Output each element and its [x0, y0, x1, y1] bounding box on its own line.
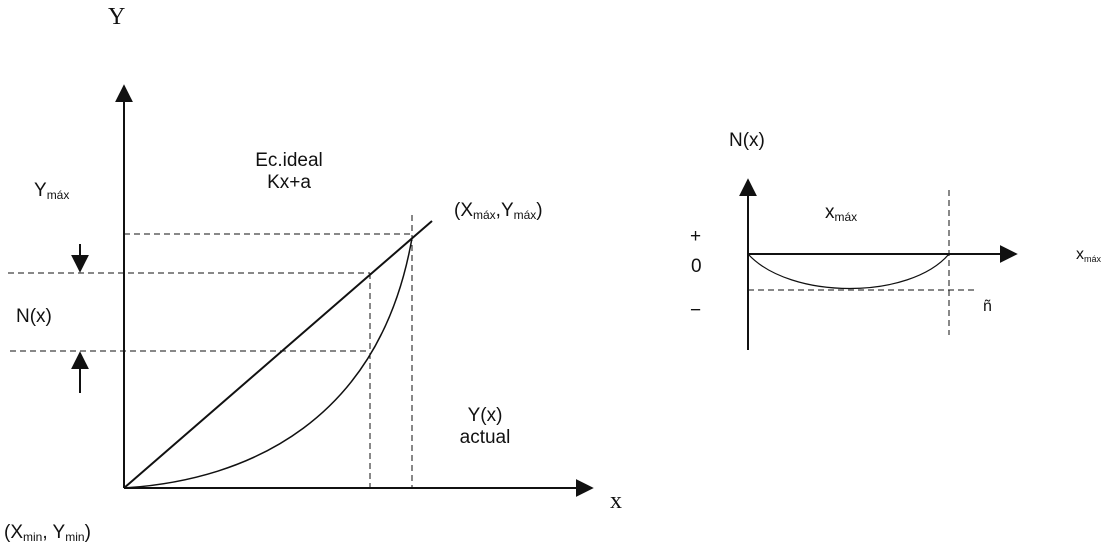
y-max-label: Ymáx [34, 180, 70, 202]
zero-label: 0 [691, 256, 702, 277]
actual-curve-label: Y(x) actual [446, 405, 524, 449]
ideal-equation-line-2: Kx+a [267, 171, 311, 193]
left-guide-lines [8, 215, 413, 488]
n-hat-label: ñ [983, 298, 992, 315]
y-axis-label: Y [108, 4, 126, 30]
error-curve [747, 253, 950, 290]
right-x-axis-label: xmáx [1076, 246, 1102, 264]
actual-curve-line-2: actual [459, 426, 511, 448]
ideal-line [123, 220, 433, 489]
origin-label: (Xmin, Ymin) [4, 522, 91, 544]
actual-curve-line-1: Y(x) [467, 405, 503, 426]
actual-curve [123, 237, 413, 489]
x-axis-label: x [610, 488, 622, 514]
right-guide-lines [748, 190, 975, 335]
minus-sign-label: − [690, 300, 702, 321]
plus-sign-label: + [690, 226, 702, 247]
n-axis-label: N(x) [729, 130, 765, 151]
max-point-label: (Xmáx,Ymáx) [454, 200, 543, 222]
n-x-label: N(x) [16, 306, 52, 327]
ideal-equation-label: Ec.ideal Kx+a [252, 150, 326, 194]
x-max-label: xmáx [825, 202, 858, 224]
ideal-equation-line-1: Ec.ideal [255, 150, 323, 171]
